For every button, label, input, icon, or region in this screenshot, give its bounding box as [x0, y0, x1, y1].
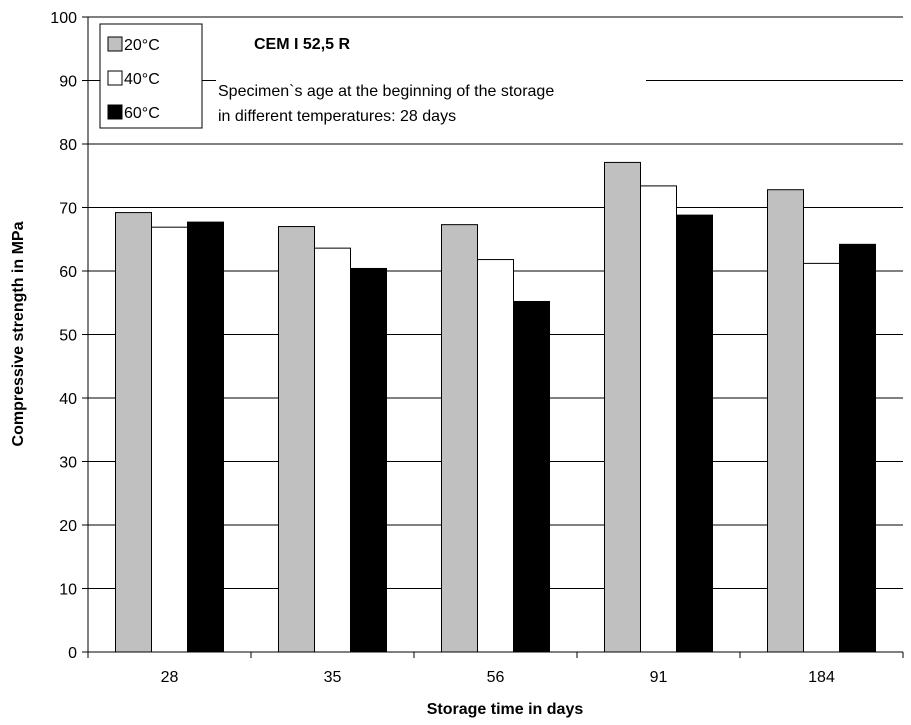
y-axis-title: Compressive strength in MPa: [10, 221, 27, 446]
bar-20C-35: [278, 226, 315, 653]
y-tick-labels: 0 10 20 30 40 50 60 70 80 90 100: [50, 10, 77, 662]
bar-20C-91: [604, 161, 641, 653]
axes: [82, 16, 904, 658]
legend: 20°C 40°C 60°C: [99, 23, 203, 129]
y-tick-label: 100: [50, 10, 77, 27]
bar-40C-28: [151, 226, 188, 653]
y-tick-label: 40: [59, 391, 77, 408]
x-axis-title: Storage time in days: [427, 701, 584, 718]
y-tick-label: 60: [59, 264, 77, 281]
bars: [115, 161, 876, 653]
legend-label: 20°C: [124, 37, 160, 54]
annotation-line-1: Specimen`s age at the beginning of the s…: [218, 83, 554, 100]
y-tick-label: 80: [59, 137, 77, 154]
cement-label: CEM I 52,5 R: [254, 36, 350, 53]
y-tick-label: 90: [59, 74, 77, 91]
legend-swatch: [107, 70, 123, 86]
x-tick-labels: 28 35 56 91 184: [161, 669, 835, 686]
bar-40C-56: [477, 259, 514, 653]
y-tick-label: 10: [59, 582, 77, 599]
bar-60C-56: [513, 300, 550, 653]
annotation-line-2: in different temperatures: 28 days: [218, 108, 456, 125]
legend-label: 60°C: [124, 105, 160, 122]
x-tick-label: 91: [650, 669, 668, 686]
x-tick-label: 56: [487, 669, 505, 686]
bar-40C-91: [640, 185, 677, 653]
bar-40C-35: [314, 247, 351, 653]
legend-swatch: [107, 36, 123, 52]
annotation-background: [216, 70, 646, 130]
x-tick-label: 35: [324, 669, 342, 686]
bar-60C-35: [350, 267, 387, 653]
bar-60C-91: [676, 214, 713, 653]
x-tick-label: 28: [161, 669, 179, 686]
y-tick-label: 30: [59, 455, 77, 472]
legend-label: 40°C: [124, 71, 160, 88]
bar-20C-184: [767, 189, 804, 653]
legend-swatch: [107, 104, 123, 120]
bar-20C-56: [441, 224, 478, 653]
y-tick-label: 0: [68, 645, 77, 662]
bar-60C-184: [839, 243, 876, 653]
y-tick-label: 20: [59, 518, 77, 535]
x-tick-label: 184: [808, 669, 835, 686]
bar-60C-28: [187, 221, 224, 653]
y-tick-label: 50: [59, 328, 77, 345]
y-tick-label: 70: [59, 201, 77, 218]
bar-40C-184: [803, 262, 840, 653]
bar-20C-28: [115, 212, 152, 653]
